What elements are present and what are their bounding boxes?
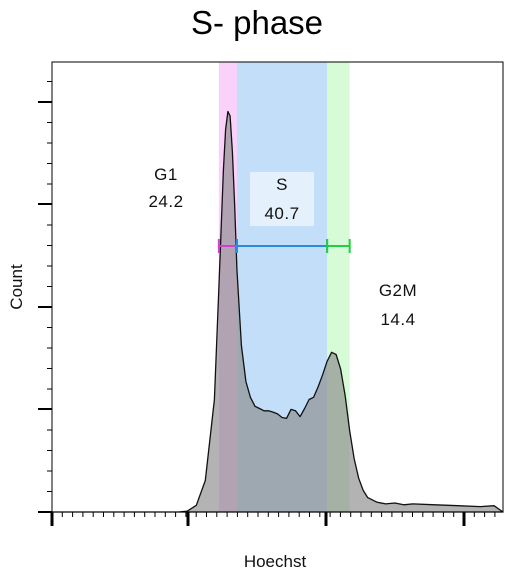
y-axis-label: Count [7, 264, 26, 310]
x-axis-ticks [50, 512, 496, 526]
gate-labels: G1 24.2 S 40.7 G2M 14.4 [148, 165, 417, 329]
histogram-area [51, 110, 504, 513]
gate-bars [217, 239, 351, 253]
chart-title: S- phase [190, 4, 324, 41]
gate-label-bg-s [250, 172, 314, 226]
x-axis-label: Hoechst [244, 552, 307, 571]
gate-value-s: 40.7 [264, 204, 299, 223]
y-axis-ticks [38, 81, 52, 513]
gate-name-g1: G1 [154, 165, 178, 184]
gate-name-s: S [276, 175, 288, 194]
gate-name-g2m: G2M [379, 281, 417, 300]
gate-value-g1: 24.2 [148, 192, 183, 211]
gate-value-g2m: 14.4 [380, 310, 415, 329]
